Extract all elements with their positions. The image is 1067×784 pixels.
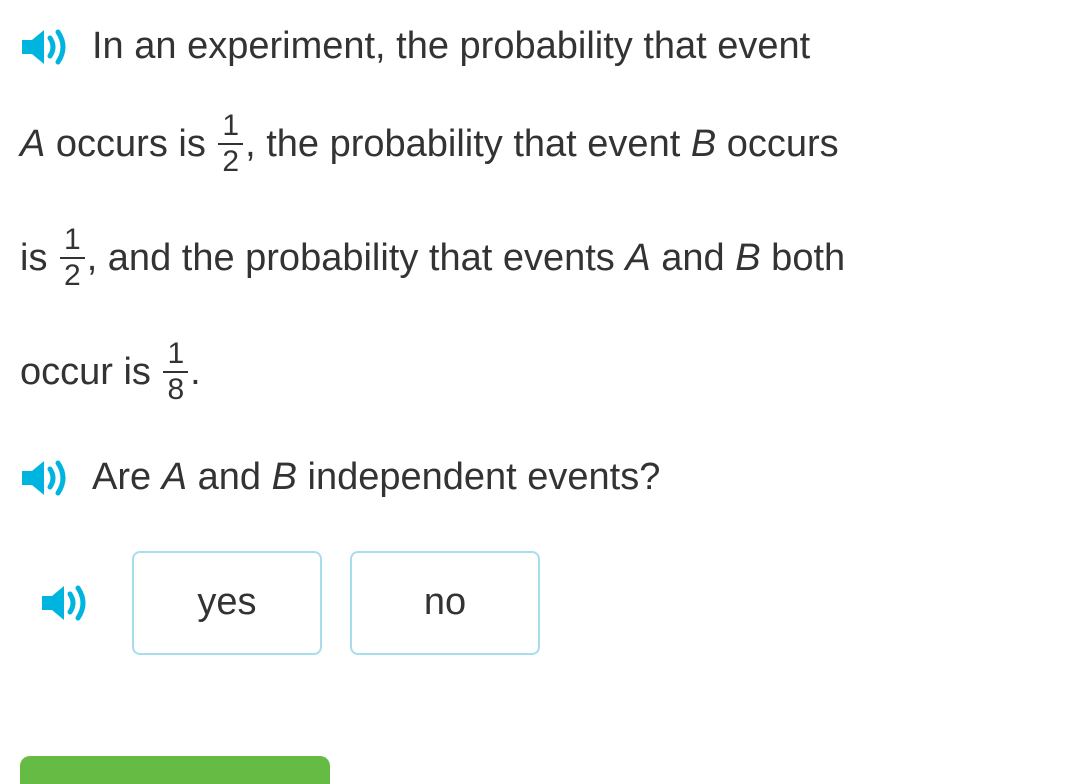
question-text: occurs is [45, 120, 216, 169]
speaker-icon[interactable] [40, 582, 94, 624]
variable-b: B [691, 120, 716, 169]
fraction-denominator: 2 [60, 257, 85, 291]
fraction-denominator: 2 [218, 143, 243, 177]
fraction-1: 1 2 [218, 111, 243, 177]
fraction-numerator: 1 [218, 111, 243, 143]
fraction-numerator: 1 [163, 339, 188, 371]
question-line-3: is 1 2 , and the probability that events… [20, 225, 1047, 291]
question-text: occur is [20, 348, 161, 397]
variable-b: B [272, 453, 297, 502]
prompt-line: Are A and B independent events? [20, 453, 1047, 502]
question-text: and [651, 234, 736, 283]
question-text: , and the probability that events [87, 234, 626, 283]
question-text: , the probability that event [245, 120, 691, 169]
question-line-4: occur is 1 8 . [20, 339, 1047, 405]
speaker-icon[interactable] [20, 26, 74, 68]
variable-a: A [20, 120, 45, 169]
submit-button[interactable] [20, 756, 330, 784]
question-text: both [761, 234, 846, 283]
question-line-2: A occurs is 1 2 , the probability that e… [20, 111, 1047, 177]
question-text: occurs [716, 120, 838, 169]
speaker-icon[interactable] [20, 457, 74, 499]
question-line-1: In an experiment, the probability that e… [20, 22, 1047, 71]
prompt-text: Are [92, 453, 162, 502]
variable-a: A [162, 453, 187, 502]
answer-row: yes no [20, 551, 1047, 655]
fraction-numerator: 1 [60, 225, 85, 257]
question-text: . [190, 348, 201, 397]
answer-label: no [424, 581, 466, 624]
fraction-3: 1 8 [163, 339, 188, 405]
answer-label: yes [197, 581, 256, 624]
prompt-text: and [187, 453, 272, 502]
fraction-denominator: 8 [163, 371, 188, 405]
variable-a: A [625, 234, 650, 283]
fraction-2: 1 2 [60, 225, 85, 291]
answer-no-button[interactable]: no [350, 551, 540, 655]
answer-yes-button[interactable]: yes [132, 551, 322, 655]
question-text: is [20, 234, 58, 283]
variable-b: B [735, 234, 760, 283]
prompt-text: independent events? [297, 453, 660, 502]
question-text: In an experiment, the probability that e… [92, 22, 810, 71]
